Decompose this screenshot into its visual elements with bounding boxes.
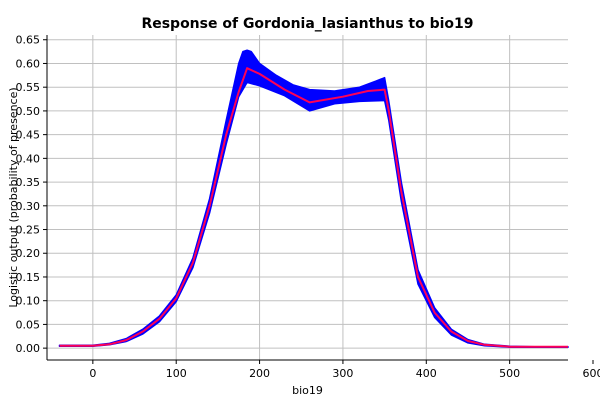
y-tick-label: 0.55 [16,81,41,94]
grid [47,35,568,360]
x-tick-label: 300 [332,367,353,380]
y-tick-label: 0.65 [16,34,41,47]
y-tick-label: 0.50 [16,105,41,118]
y-tick-label: 0.00 [16,342,41,355]
y-tick-label: 0.25 [16,224,41,237]
y-tick-label: 0.05 [16,318,41,331]
x-tick-label: 100 [166,367,187,380]
x-tick-label: 0 [89,367,96,380]
axes: 0 100 200 300 400 500 600 0.00 0.05 0.10 0.15 0.20 0… [16,34,600,380]
y-tick-label: 0.45 [16,129,41,142]
chart-title: Response of Gordonia_lasianthus to bio19 [141,16,473,32]
confidence-band [58,49,569,348]
y-tick-label: 0.30 [16,200,41,213]
plot-data [58,49,569,348]
mean-response-line [59,67,568,348]
y-tick-label: 0.15 [16,271,41,284]
x-tick-label: 500 [499,367,520,380]
y-axis-label: Logistic output (probability of presence… [7,87,20,307]
x-tick-label: 200 [249,367,270,380]
x-tick-label: 400 [416,367,437,380]
y-tick-label: 0.60 [16,57,41,70]
y-tick-label: 0.10 [16,295,41,308]
x-tick-label: 600 [583,367,600,380]
y-tick-label: 0.35 [16,176,41,189]
x-axis-label: bio19 [292,384,323,397]
y-tick-label: 0.20 [16,247,41,260]
y-tick-label: 0.40 [16,152,41,165]
